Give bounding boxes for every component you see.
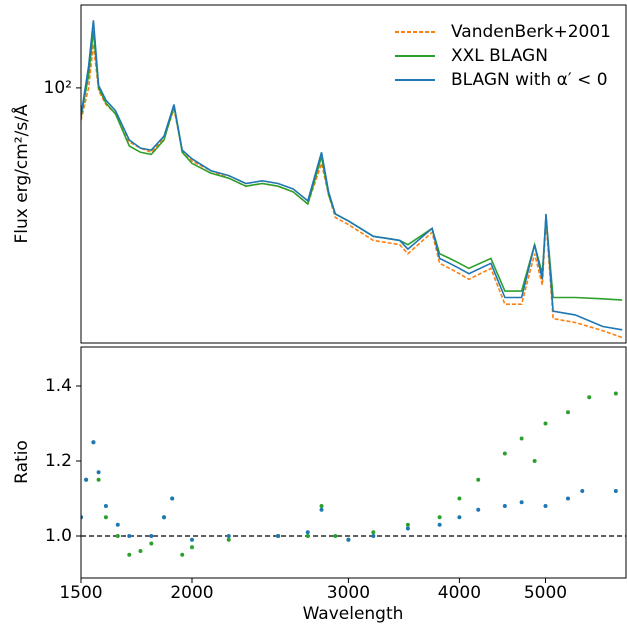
- scatter-point: [127, 534, 132, 538]
- scatter-point: [613, 489, 618, 493]
- scatter-point: [437, 522, 442, 527]
- scatter-point: [189, 537, 194, 542]
- scatter-point: [189, 545, 194, 550]
- scatter-point: [476, 507, 481, 512]
- scatter-point: [457, 515, 462, 520]
- scatter-point: [226, 537, 231, 542]
- scatter-point: [587, 395, 592, 400]
- scatter-point: [405, 522, 410, 527]
- scatter-point: [319, 507, 324, 512]
- scatter-point: [476, 477, 481, 482]
- scatter-point: [170, 496, 175, 501]
- scatter-point: [502, 504, 507, 508]
- scatter-point: [333, 534, 338, 538]
- x-axis-label: Wavelength: [303, 604, 404, 624]
- scatter-point: [580, 489, 585, 493]
- scatter-point: [502, 451, 507, 456]
- scatter-point: [371, 534, 376, 538]
- scatter-point: [405, 526, 410, 531]
- x-tick-label: 4000: [438, 583, 481, 603]
- y-tick-label: 1.0: [45, 526, 72, 546]
- scatter-point: [84, 477, 89, 482]
- x-tick-label: 1500: [59, 583, 102, 603]
- scatter-point: [565, 410, 570, 415]
- scatter-point: [305, 530, 310, 535]
- scatter-point: [519, 500, 524, 505]
- scatter-point: [276, 534, 281, 538]
- y-tick-label: 1.2: [45, 451, 72, 471]
- scatter-point: [115, 534, 120, 538]
- scatter-point: [96, 470, 101, 475]
- scatter-point: [127, 552, 132, 557]
- scatter-point: [565, 496, 570, 501]
- scatter-point: [543, 504, 548, 508]
- scatter-point: [305, 534, 310, 538]
- scatter-point: [543, 421, 548, 426]
- y-tick-label: 10²: [44, 78, 72, 98]
- scatter-point: [161, 515, 166, 520]
- scatter-point: [457, 496, 462, 501]
- plot-frame: [80, 4, 627, 344]
- scatter-point: [115, 522, 120, 527]
- scatter-point: [346, 537, 351, 542]
- y-tick-label: 1.4: [45, 376, 72, 396]
- scatter-point: [319, 504, 324, 508]
- x-tick-label: 5000: [524, 583, 567, 603]
- scatter-point: [371, 530, 376, 535]
- scatter-point: [149, 534, 154, 538]
- legend-label: BLAGN with α′ < 0: [451, 70, 608, 90]
- scatter-point: [180, 552, 185, 557]
- scatter-point: [91, 440, 96, 445]
- scatter-point: [103, 515, 108, 520]
- legend-label: XXL BLAGN: [451, 46, 548, 66]
- x-tick-label: 2000: [170, 583, 213, 603]
- scatter-point: [96, 477, 101, 482]
- scatter-point: [138, 549, 143, 553]
- scatter-point: [149, 541, 154, 546]
- y-axis-label: Ratio: [12, 440, 32, 484]
- legend-label: VandenBerk+2001: [451, 22, 611, 42]
- y-axis-label: Flux erg/cm²/s/Å: [10, 104, 32, 243]
- x-tick-label: 3000: [327, 583, 370, 603]
- plot-frame: [80, 346, 627, 579]
- scatter-point: [519, 436, 524, 441]
- scatter-point: [532, 459, 537, 463]
- scatter-point: [226, 534, 231, 538]
- line-series: [81, 20, 623, 331]
- scatter-point: [103, 504, 108, 508]
- scatter-point: [437, 515, 442, 520]
- scatter-point: [613, 391, 618, 396]
